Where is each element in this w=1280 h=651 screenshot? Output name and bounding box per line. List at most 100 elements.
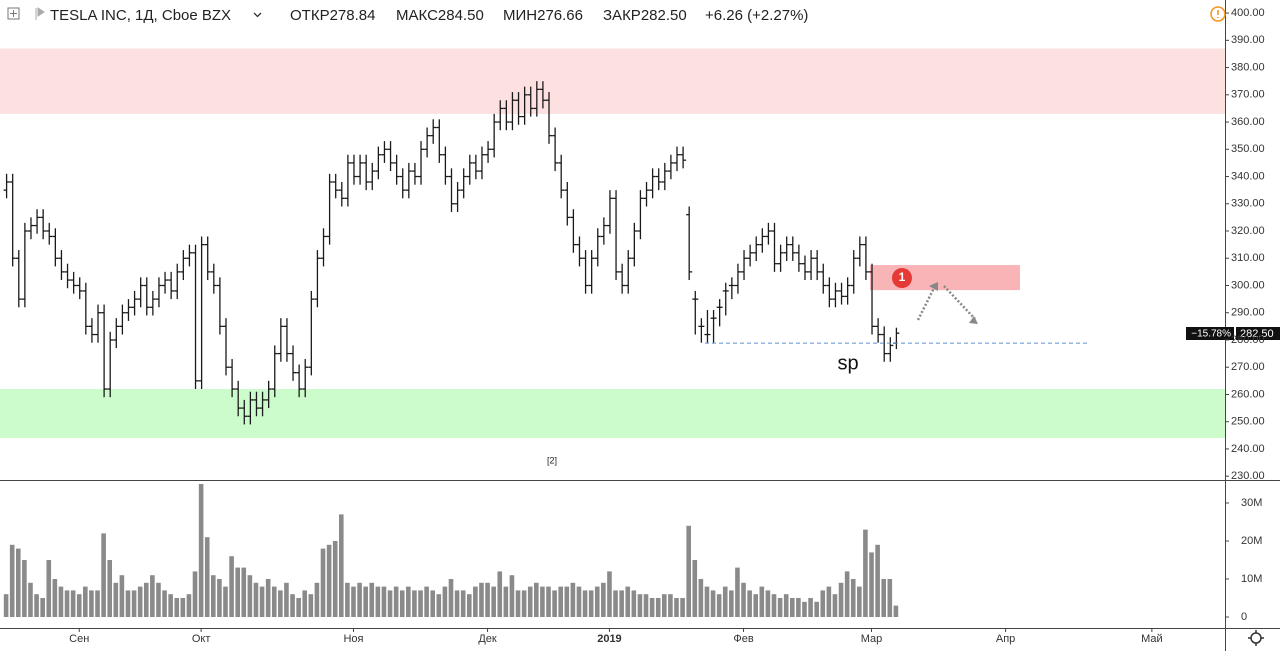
- volume-bar: [308, 594, 314, 617]
- volume-bar: [345, 582, 350, 617]
- volume-bar: [211, 575, 216, 617]
- arrow-heads: [929, 282, 978, 324]
- volume-bar: [223, 586, 228, 617]
- chart-title: TESLA INC, 1Д, Cboe BZX: [50, 7, 231, 24]
- volume-bar: [217, 579, 222, 617]
- y-tick-label: 270.00: [1231, 361, 1265, 373]
- volume-bar: [406, 586, 411, 617]
- volume-bar: [332, 541, 338, 617]
- volume-bar: [735, 567, 740, 617]
- volume-bar: [296, 598, 301, 617]
- volume-bar: [101, 533, 106, 617]
- volume-bar: [235, 567, 240, 617]
- y-tick-label: 360.00: [1231, 116, 1265, 128]
- volume-bar: [607, 571, 612, 617]
- volume-bar: [204, 537, 210, 617]
- volume-bar: [156, 582, 161, 617]
- volume-bar: [162, 590, 167, 617]
- pct-label: −15.78%: [1191, 329, 1231, 340]
- volume-bar: [412, 590, 417, 617]
- volume-bar: [558, 586, 563, 617]
- zone: [0, 48, 1225, 114]
- volume-bar: [192, 571, 198, 617]
- volume-tick-label: 30M: [1241, 497, 1262, 509]
- settings-teeth: [1248, 630, 1264, 646]
- volume-bar: [174, 598, 180, 617]
- y-tick-label: 330.00: [1231, 198, 1265, 210]
- volume-bar: [290, 594, 295, 617]
- volume-bar: [357, 582, 362, 617]
- volume-bar: [113, 582, 119, 617]
- volume-bar: [107, 560, 113, 617]
- volume-bar: [119, 575, 125, 617]
- settings-icon[interactable]: [1250, 632, 1262, 644]
- x-tick-label: Окт: [192, 633, 211, 645]
- volume-bar: [619, 590, 624, 617]
- volume-bar: [278, 590, 283, 617]
- volume-bar: [58, 586, 64, 617]
- volume-bar: [473, 586, 478, 617]
- y-tick-label: 400.00: [1231, 7, 1265, 19]
- volume-bar: [95, 590, 100, 617]
- volume-bar: [229, 556, 234, 617]
- volume-bar: [710, 590, 716, 617]
- bars: [3, 81, 900, 617]
- volume-bar: [796, 598, 801, 617]
- icon-flag[interactable]: [35, 7, 45, 20]
- marker-label: 1: [899, 270, 906, 284]
- volume-bar: [485, 582, 490, 617]
- volume-bar: [338, 514, 344, 617]
- volume-bar: [820, 590, 826, 617]
- volume-bar: [89, 590, 94, 617]
- volume-bar: [198, 484, 204, 617]
- y-tick-label: 230.00: [1231, 470, 1265, 482]
- volume-bar: [881, 579, 887, 617]
- volume-bar: [454, 590, 460, 617]
- y-tick-label: 250.00: [1231, 416, 1265, 428]
- volume-tick-label: 10M: [1241, 573, 1262, 585]
- price-label: 282.50: [1240, 328, 1274, 340]
- volume-bar: [850, 579, 856, 617]
- volume-bar: [436, 594, 442, 617]
- alert-icon[interactable]: [1210, 6, 1226, 22]
- volume-bar: [704, 586, 710, 617]
- volume-bar: [698, 579, 704, 617]
- y-tick-label: 290.00: [1231, 307, 1265, 319]
- volume-bar: [527, 586, 533, 617]
- volume-bar: [668, 594, 673, 617]
- volume-bar: [302, 590, 308, 617]
- volume-bar: [838, 582, 844, 617]
- y-tick-label: 240.00: [1231, 443, 1265, 455]
- volume-bar: [137, 586, 143, 617]
- volume-bar: [686, 525, 691, 617]
- volume-bar: [369, 582, 375, 617]
- volume-bar: [143, 582, 149, 617]
- y-tick-label: 320.00: [1231, 225, 1265, 237]
- marker-circle: [892, 268, 912, 288]
- volume-bar: [168, 594, 173, 617]
- volume-bar: [625, 586, 631, 617]
- volume-bar: [314, 582, 320, 617]
- x-tick-label: Мар: [861, 633, 883, 645]
- zones: [0, 48, 1225, 439]
- volume-bar: [783, 594, 789, 617]
- volume-bar: [509, 575, 515, 617]
- y-tick-label: 340.00: [1231, 170, 1265, 182]
- volume-bar: [655, 598, 661, 617]
- icon-expand[interactable]: [7, 7, 20, 20]
- volume-tick-label: 20M: [1241, 535, 1262, 547]
- volume-bar: [552, 590, 557, 617]
- volume-bar: [759, 586, 765, 617]
- volume-bar: [52, 579, 58, 617]
- volume-bar: [497, 571, 503, 617]
- volume-bar: [613, 590, 618, 617]
- volume-bar: [844, 571, 850, 617]
- x-tick-label: Фев: [733, 633, 753, 645]
- volume-bar: [284, 582, 289, 617]
- volume-bar: [863, 529, 868, 617]
- group-label: [2]: [547, 455, 557, 465]
- dropdown[interactable]: [253, 12, 262, 18]
- volume-bar: [430, 590, 436, 617]
- volume-bar: [15, 548, 21, 617]
